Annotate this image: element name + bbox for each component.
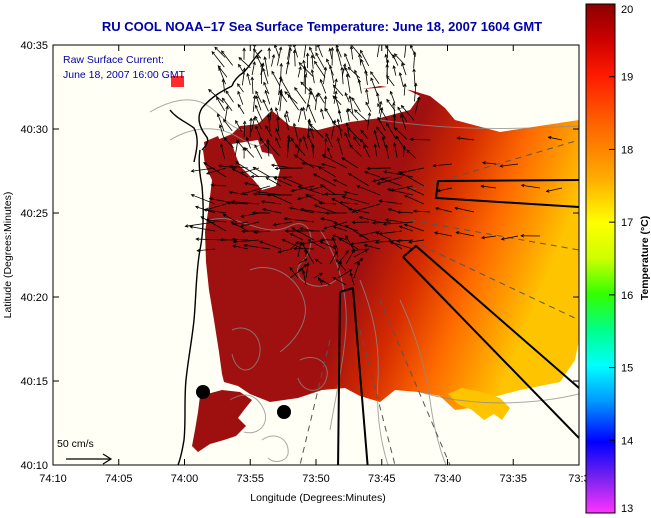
colorbar-tick-label: 13 [621,503,633,515]
x-tick-label: 74:10 [39,473,67,485]
figure-title: RU COOL NOAA–17 Sea Surface Temperature:… [102,19,542,34]
x-tick-label: 73:55 [236,473,264,485]
y-tick-label: 40:10 [20,460,48,472]
colorbar: 20 19 18 17 16 15 14 13 Temperature (°C) [585,3,651,515]
colorbar-label: Temperature (°C) [639,216,651,301]
colorbar-tick-label: 20 [621,4,633,16]
scale-vector [66,453,113,465]
y-axis-label: Latitude (Degrees:Minutes) [2,192,14,319]
x-tick-label: 73:45 [368,473,396,485]
y-axis: 40:35 40:30 40:25 40:20 40:15 40:10 [20,40,579,472]
colorbar-tick-label: 14 [621,435,633,447]
bathymetry-contours-dashed [299,139,579,465]
x-axis-label: Longitude (Degrees:Minutes) [250,492,385,504]
x-tick-label: 73:50 [302,473,330,485]
buoy-marker-1 [196,385,210,399]
x-tick-label: 73:35 [499,473,527,485]
cloud-gap-north [260,86,420,130]
map-area: 50 cm/s Raw Surface Current: June 18, 20… [53,45,579,465]
sst-southwest-patch [192,390,252,452]
colorbar-tick-label: 15 [621,363,633,375]
sst-southeast-edge [448,388,510,420]
colorbar-tick-label: 16 [621,290,633,302]
bathymetry-contours [149,99,579,465]
sst-field [203,86,579,410]
x-tick-label: 73:40 [434,473,462,485]
sst-upper-left-patch [204,136,224,158]
annotation-line-2: June 18, 2007 16:00 GMT [63,69,186,81]
scale-label: 50 cm/s [57,438,94,450]
x-tick-label: 74:05 [105,473,133,485]
colorbar-scale [585,3,616,514]
colorbar-ticks: 20 19 18 17 16 15 14 13 [609,3,633,515]
colorbar-tick-label: 18 [621,144,633,156]
y-tick-label: 40:35 [20,40,48,52]
y-tick-label: 40:15 [20,376,48,388]
buoy-marker-2 [277,405,291,419]
shipping-lanes [337,179,579,465]
x-tick-label: 73:3 [568,473,589,485]
y-tick-label: 40:20 [20,292,48,304]
current-vectors [184,45,563,286]
sst-isolated-pixel [171,76,184,87]
colorbar-tick-label: 17 [621,217,633,229]
colorbar-tick-label: 19 [621,72,633,84]
annotation-line-1: Raw Surface Current: [63,54,164,66]
x-tick-label: 74:00 [171,473,199,485]
y-tick-label: 40:25 [20,208,48,220]
y-tick-label: 40:30 [20,124,48,136]
x-axis: 74:10 74:05 74:00 73:55 73:50 73:45 73:40 73:35… [39,45,590,485]
